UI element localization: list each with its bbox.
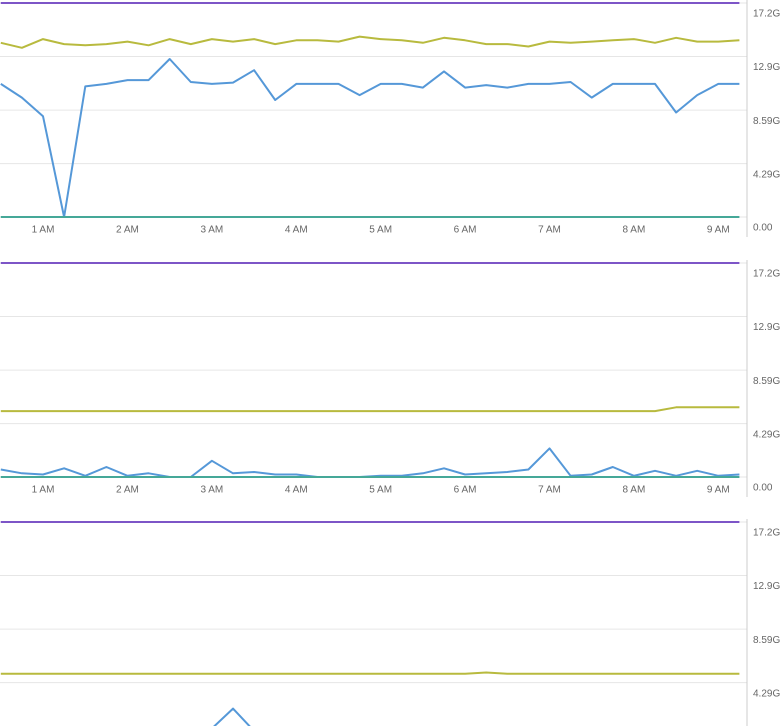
x-tick-label: 1 AM [32,485,55,496]
y-tick-label: 8.59G [753,116,780,127]
y-tick-label: 12.9G [753,581,780,592]
x-tick-label: 2 AM [116,225,139,236]
x-tick-label: 1 AM [32,225,55,236]
x-tick-label: 8 AM [622,485,645,496]
y-tick-label: 0.00 [753,223,773,234]
x-tick-label: 6 AM [454,225,477,236]
y-tick-label: 12.9G [753,62,780,73]
x-tick-label: 7 AM [538,225,561,236]
y-tick-label: 17.2G [753,9,780,20]
x-tick-label: 7 AM [538,485,561,496]
y-tick-label: 4.29G [753,429,780,440]
x-tick-label: 4 AM [285,485,308,496]
y-tick-label: 0.00 [753,483,773,494]
series-line [213,707,251,726]
series-line [0,406,740,413]
series-line [0,58,740,218]
x-tick-label: 2 AM [116,485,139,496]
y-tick-label: 4.29G [753,169,780,180]
x-tick-label: 9 AM [707,485,730,496]
y-tick-label: 17.2G [753,269,780,280]
x-tick-label: 3 AM [200,485,223,496]
x-tick-label: 6 AM [454,485,477,496]
y-tick-label: 4.29G [753,688,780,699]
x-tick-label: 9 AM [707,225,730,236]
x-tick-label: 8 AM [622,225,645,236]
y-tick-label: 8.59G [753,376,780,387]
y-tick-label: 12.9G [753,322,780,333]
series-line [0,447,740,478]
series-line [0,671,740,675]
series-line [0,35,740,49]
x-tick-label: 5 AM [369,225,392,236]
y-tick-label: 17.2G [753,528,780,539]
x-tick-label: 4 AM [285,225,308,236]
x-tick-label: 5 AM [369,485,392,496]
y-tick-label: 8.59G [753,635,780,646]
x-tick-label: 3 AM [200,225,223,236]
